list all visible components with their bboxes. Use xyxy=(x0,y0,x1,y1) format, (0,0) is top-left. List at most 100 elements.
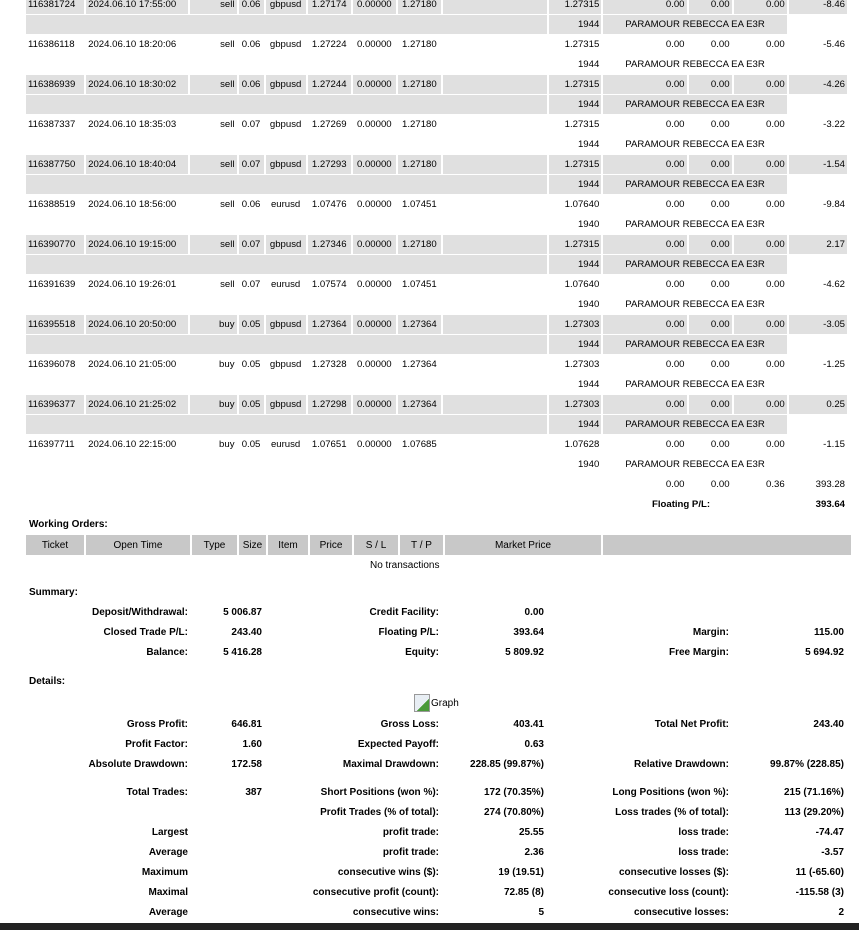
stat-value: 215 (71.16%) xyxy=(783,787,844,798)
table-row-comment: 1944 PARAMOUR REBECCA EA E3R xyxy=(26,55,847,74)
cell-comment: PARAMOUR REBECCA EA E3R xyxy=(625,139,765,150)
cell-taxes: 0.00 xyxy=(688,235,732,254)
cell-blank xyxy=(26,475,601,494)
cell-comment: PARAMOUR REBECCA EA E3R xyxy=(625,219,765,230)
stat-label: Relative Drawdown: xyxy=(633,759,729,770)
table-row-comment: 1940 PARAMOUR REBECCA EA E3R xyxy=(26,455,847,474)
stat-label: Maximal Drawdown: xyxy=(342,759,439,770)
cell-time: 2024.06.10 18:40:04 xyxy=(86,155,189,174)
stat-value: 172 (70.35%) xyxy=(483,787,544,798)
cell-blank xyxy=(443,195,547,214)
cell-swap: 0.00 xyxy=(733,235,787,254)
cell-size: 0.05 xyxy=(238,395,264,414)
cell-tp: 1.27180 xyxy=(397,155,441,174)
cell-ticket: 116391639 xyxy=(28,279,76,290)
total-taxes: 0.00 xyxy=(710,479,730,490)
cell-blank xyxy=(443,115,547,134)
cell-blank xyxy=(789,175,847,194)
cell-type: buy xyxy=(219,359,235,370)
cell-comment: PARAMOUR REBECCA EA E3R xyxy=(625,379,765,390)
stat-value: 19 (19.51) xyxy=(498,867,544,878)
table-row: 116396377 2024.06.10 21:25:02 buy 0.05 gbpus… xyxy=(26,395,847,414)
cell-price: 1.27346 xyxy=(307,235,351,254)
cell-profit: -4.62 xyxy=(823,279,845,290)
stat-label: Total Trades: xyxy=(126,787,189,798)
cell-comment: PARAMOUR REBECCA EA E3R xyxy=(625,59,765,70)
cell-blank xyxy=(442,395,548,414)
cell-taxes: 0.00 xyxy=(688,155,732,174)
cell-type: sell xyxy=(220,199,235,210)
stat-value: 11 (-65.60) xyxy=(795,867,844,878)
stat-label: Gross Profit: xyxy=(126,719,188,730)
stat-value: -74.47 xyxy=(815,827,844,838)
no-transactions-text: No transactions xyxy=(370,560,440,571)
cell-type: sell xyxy=(220,119,235,130)
stat-label: Expected Payoff: xyxy=(357,739,439,750)
stat-label: profit trade: xyxy=(382,847,439,858)
cell-price: 1.07574 xyxy=(311,279,347,290)
stat-value: 274 (70.80%) xyxy=(483,807,544,818)
cell-commission: 0.00 xyxy=(603,235,687,254)
cell-item: eurusd xyxy=(270,279,301,290)
cell-sl: 0.00000 xyxy=(356,119,392,130)
cell-commission: 0.00 xyxy=(665,39,685,50)
cell-tp: 1.27180 xyxy=(397,75,441,94)
cell-ticket: 116397711 xyxy=(28,439,75,450)
column-header: Ticket xyxy=(26,535,84,555)
cell-magic-number: 1944 xyxy=(549,415,602,434)
column-header: Item xyxy=(268,535,308,555)
cell-sl: 0.00000 xyxy=(356,199,392,210)
cell-taxes: 0.00 xyxy=(710,359,730,370)
cell-profit: -1.54 xyxy=(788,155,847,174)
cell-comment: PARAMOUR REBECCA EA E3R xyxy=(625,299,765,310)
cell-comment: PARAMOUR REBECCA EA E3R xyxy=(603,15,787,34)
cell-ticket: 116396377 xyxy=(26,395,85,414)
cell-tp: 1.27180 xyxy=(397,0,441,14)
cell-time: 2024.06.10 18:56:00 xyxy=(88,199,177,210)
cell-size: 0.06 xyxy=(238,0,264,14)
cell-magic-number: 1944 xyxy=(577,59,600,70)
cell-comment: PARAMOUR REBECCA EA E3R xyxy=(603,335,787,354)
cell-magic-number: 1940 xyxy=(577,459,600,470)
cell-commission: 0.00 xyxy=(603,395,687,414)
stat-label: consecutive losses ($): xyxy=(618,867,729,878)
cell-blank xyxy=(442,0,548,14)
cell-swap: 0.00 xyxy=(733,75,787,94)
cell-time: 2024.06.10 19:15:00 xyxy=(86,235,189,254)
cell-blank xyxy=(442,75,548,94)
cell-blank xyxy=(442,155,548,174)
stat-value: -115.58 (3) xyxy=(795,887,844,898)
cell-type: buy xyxy=(219,439,235,450)
table-row: 116387337 2024.06.10 18:35:03 sell 0.07 gbpu… xyxy=(26,115,847,134)
stat-value: 25.55 xyxy=(518,827,544,838)
cell-sl: 0.00000 xyxy=(356,39,392,50)
stat-label: Average xyxy=(148,907,188,918)
cell-blank xyxy=(26,175,548,194)
stat-label: Largest xyxy=(151,827,188,838)
cell-blank xyxy=(789,95,847,114)
cell-type: sell xyxy=(190,155,237,174)
cell-blank xyxy=(26,95,548,114)
cell-tp: 1.27364 xyxy=(397,315,441,334)
bottom-bar xyxy=(0,923,859,930)
cell-profit: 2.17 xyxy=(788,235,847,254)
cell-size: 0.06 xyxy=(241,39,261,50)
cell-time: 2024.06.10 17:55:00 xyxy=(86,0,189,14)
stat-label: Maximum xyxy=(141,867,188,878)
cell-market: 1.27315 xyxy=(549,75,602,94)
table-row: 116396078 2024.06.10 21:05:00 buy 0.05 gbpus… xyxy=(26,355,847,374)
cell-time: 2024.06.10 20:50:00 xyxy=(86,315,189,334)
cell-item: gbpusd xyxy=(265,75,306,94)
cell-blank xyxy=(442,235,548,254)
column-header: S / L xyxy=(354,535,398,555)
cell-blank xyxy=(26,495,601,514)
floating-pl-row: Floating P/L: 393.64 xyxy=(26,495,847,514)
cell-commission: 0.00 xyxy=(665,439,685,450)
cell-price: 1.07476 xyxy=(311,199,347,210)
cell-item: gbpusd xyxy=(265,315,306,334)
open-positions-table: 116381724 2024.06.10 17:55:00 sell 0.06 gbpu… xyxy=(24,0,849,515)
cell-type: sell xyxy=(190,75,237,94)
cell-commission: 0.00 xyxy=(603,75,687,94)
cell-magic-number: 1944 xyxy=(549,15,602,34)
cell-swap: 0.00 xyxy=(766,119,785,130)
